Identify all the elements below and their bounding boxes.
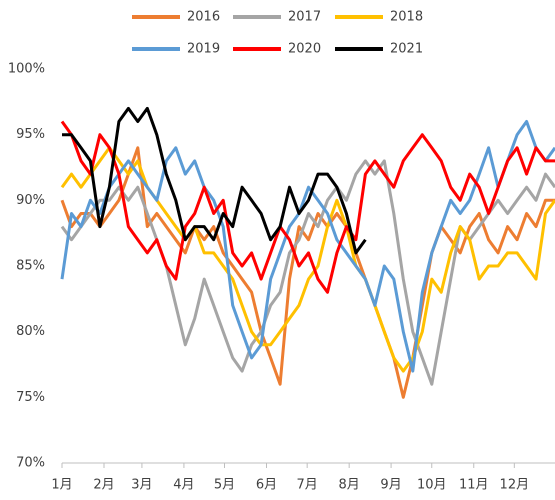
series-line xyxy=(60,146,555,373)
x-tick-label: 6月 xyxy=(256,478,277,493)
series-line xyxy=(60,146,555,399)
x-tick-label: 3月 xyxy=(131,478,152,493)
x-tick-label: 2月 xyxy=(93,478,114,493)
series-line xyxy=(62,106,367,255)
x-tick-label: 4月 xyxy=(173,478,194,493)
y-tick-label: 70% xyxy=(16,456,45,471)
series-line xyxy=(60,120,555,294)
y-tick-label: 100% xyxy=(8,62,45,77)
series-line xyxy=(60,120,555,373)
x-tick-label: 10月 xyxy=(417,478,447,493)
y-tick-label: 75% xyxy=(16,390,45,405)
legend-label: 2017 xyxy=(288,10,321,25)
x-tick-label: 5月 xyxy=(214,478,235,493)
x-tick-label: 12月 xyxy=(500,478,530,493)
x-tick-label: 8月 xyxy=(339,478,360,493)
y-tick-label: 85% xyxy=(16,259,45,274)
x-tick-label: 9月 xyxy=(380,478,401,493)
legend-label: 2018 xyxy=(390,10,423,25)
legend-label: 2019 xyxy=(187,42,220,57)
legend-label: 2021 xyxy=(390,42,423,57)
x-tick-label: 11月 xyxy=(459,478,489,493)
legend-label: 2020 xyxy=(288,42,321,57)
y-tick-label: 90% xyxy=(16,193,45,208)
y-tick-label: 80% xyxy=(16,324,45,339)
legend-label: 2016 xyxy=(187,10,220,25)
x-tick-label: 1月 xyxy=(51,478,72,493)
x-tick-label: 7月 xyxy=(297,478,318,493)
series-line xyxy=(60,159,555,386)
y-tick-label: 95% xyxy=(16,127,45,142)
